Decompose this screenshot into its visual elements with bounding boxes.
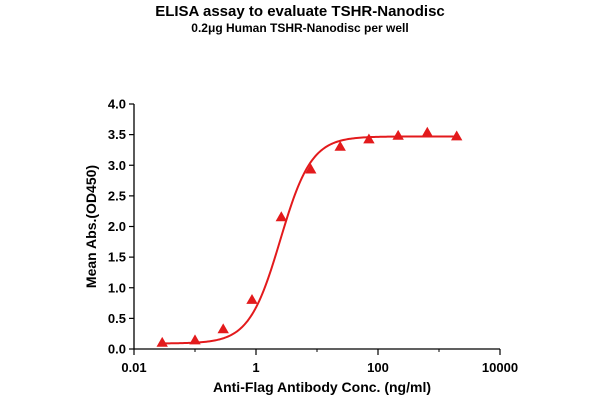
x-tick-label: 10000 bbox=[482, 360, 518, 375]
data-point bbox=[156, 336, 168, 347]
data-point bbox=[392, 129, 404, 140]
data-point bbox=[189, 334, 201, 345]
y-tick-label: 0.0 bbox=[108, 342, 126, 357]
y-tick-label: 3.0 bbox=[108, 158, 126, 173]
x-tick-label: 100 bbox=[367, 360, 389, 375]
y-tick-label: 1.5 bbox=[108, 250, 126, 265]
data-point bbox=[217, 323, 229, 334]
data-point bbox=[305, 163, 317, 174]
data-point bbox=[246, 294, 258, 304]
chart-title: ELISA assay to evaluate TSHR-Nanodisc bbox=[155, 3, 445, 20]
y-tick-label: 3.5 bbox=[108, 127, 126, 142]
y-tick-label: 2.0 bbox=[108, 219, 126, 234]
y-tick-label: 2.5 bbox=[108, 188, 126, 203]
x-tick-label: 0.01 bbox=[121, 360, 146, 375]
data-point bbox=[275, 211, 288, 222]
y-tick-label: 0.5 bbox=[108, 311, 126, 326]
data-point bbox=[334, 140, 346, 151]
y-axis-label: Mean Abs.(OD450) bbox=[83, 165, 99, 288]
data-point bbox=[450, 130, 463, 141]
y-tick-label: 4.0 bbox=[108, 97, 126, 112]
fit-curve-layer bbox=[162, 135, 457, 345]
fit-curve bbox=[162, 135, 457, 345]
chart-subtitle: 0.2μg Human TSHR-Nanodisc per well bbox=[191, 21, 409, 35]
data-points-layer bbox=[156, 126, 463, 347]
x-axis-label: Anti-Flag Antibody Conc. (ng/ml) bbox=[213, 379, 431, 395]
data-point bbox=[363, 133, 375, 144]
axes: 0.0 0.5 1.0 1.5 2.0 2.5 3.0 3.5 4.0 0.01 1 100 10000 bbox=[108, 97, 518, 376]
data-point bbox=[421, 126, 433, 137]
x-tick-label: 1 bbox=[252, 360, 259, 375]
y-tick-label: 1.0 bbox=[108, 280, 126, 295]
